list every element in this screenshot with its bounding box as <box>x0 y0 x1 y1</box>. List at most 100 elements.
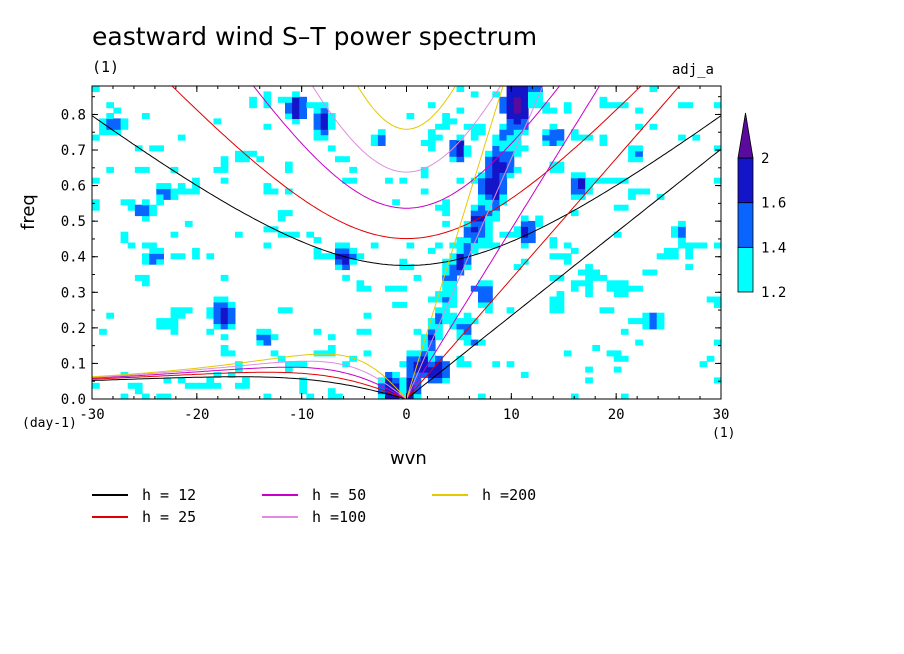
power-cell <box>442 307 450 314</box>
kelvin-curve <box>406 86 681 399</box>
power-cell <box>628 150 636 157</box>
power-cell <box>456 323 465 330</box>
power-cell <box>492 215 500 222</box>
y-tick-label: 0.0 <box>61 392 86 408</box>
power-cell <box>628 193 636 200</box>
kelvin-curve <box>406 86 504 399</box>
power-cell <box>585 269 593 276</box>
power-cell <box>628 145 636 152</box>
power-cell <box>456 264 465 271</box>
power-cell <box>427 345 436 351</box>
power-cell <box>99 129 107 136</box>
power-cell <box>435 334 443 341</box>
power-cell <box>206 382 215 389</box>
power-cell <box>449 280 458 287</box>
legend-item: h =100 <box>262 508 366 526</box>
power-cell <box>142 242 150 249</box>
power-cell <box>599 140 608 146</box>
power-cell <box>142 393 150 399</box>
power-cell <box>535 86 543 92</box>
power-cell <box>120 393 129 399</box>
power-cell <box>306 231 315 238</box>
power-cell <box>635 150 643 157</box>
power-cell <box>263 242 272 249</box>
power-cell <box>406 355 415 362</box>
power-cell <box>556 296 565 303</box>
chart-title: eastward wind S–T power spectrum <box>92 22 538 51</box>
power-cell <box>520 237 529 244</box>
power-cell <box>513 140 522 146</box>
colorbar-box <box>737 157 754 204</box>
power-cell <box>435 377 443 384</box>
power-cell <box>256 328 265 335</box>
power-cell <box>542 134 550 141</box>
power-cell <box>499 166 508 173</box>
power-cell <box>170 312 179 319</box>
power-cell <box>363 328 372 335</box>
power-cell <box>513 107 522 114</box>
power-cell <box>427 372 436 378</box>
power-cell <box>578 280 586 287</box>
power-cell <box>485 215 493 222</box>
power-cell <box>235 156 243 163</box>
x-tick-label: 10 <box>503 407 520 423</box>
power-cell <box>478 123 486 130</box>
power-cell <box>285 307 293 314</box>
power-cell <box>692 242 701 249</box>
power-cell <box>235 361 243 368</box>
power-cell <box>149 247 157 254</box>
power-cell <box>270 188 279 195</box>
power-cell <box>520 220 529 227</box>
power-cell <box>335 247 343 254</box>
power-cell <box>556 134 565 141</box>
power-cell <box>713 177 721 184</box>
power-cell <box>499 129 508 136</box>
power-cell <box>456 107 465 114</box>
power-cell <box>456 269 465 276</box>
x-tick-label: 30 <box>713 407 730 423</box>
power-cell <box>713 296 721 303</box>
power-cell <box>442 118 450 125</box>
power-cell <box>570 247 579 254</box>
rossby-curve <box>92 366 407 399</box>
power-cell <box>313 102 322 109</box>
power-cell <box>599 96 608 103</box>
power-cell <box>706 296 715 303</box>
power-cell <box>184 220 193 227</box>
power-cell <box>263 334 272 341</box>
power-cell <box>499 177 508 184</box>
power-cell <box>213 307 222 314</box>
power-cell <box>606 285 615 292</box>
power-cell <box>420 140 429 146</box>
power-cell <box>134 388 143 395</box>
gravity-curve <box>92 115 721 266</box>
power-cell <box>513 91 522 98</box>
power-cell <box>463 318 472 325</box>
power-cell <box>513 86 522 92</box>
power-cell <box>578 193 586 200</box>
power-cell <box>342 177 350 184</box>
power-cell <box>520 372 529 378</box>
power-cell <box>285 102 293 109</box>
power-cell <box>456 86 465 92</box>
power-cell <box>478 193 486 200</box>
power-cell <box>492 204 500 211</box>
power-cell <box>156 253 164 260</box>
power-cell <box>485 307 493 314</box>
power-cell <box>327 123 336 130</box>
units-label: (1) <box>92 58 120 76</box>
power-cell <box>163 193 172 200</box>
power-cell <box>320 113 329 119</box>
power-cell <box>156 318 164 325</box>
power-cell <box>392 199 400 206</box>
power-cell <box>142 215 150 222</box>
power-cell <box>470 210 479 217</box>
power-cell <box>513 134 522 141</box>
power-cell <box>142 280 150 287</box>
power-cell <box>520 91 529 98</box>
power-cell <box>449 156 458 163</box>
power-cell <box>678 220 686 227</box>
power-cell <box>156 247 164 254</box>
power-cell <box>449 242 458 249</box>
power-cell <box>456 355 465 362</box>
